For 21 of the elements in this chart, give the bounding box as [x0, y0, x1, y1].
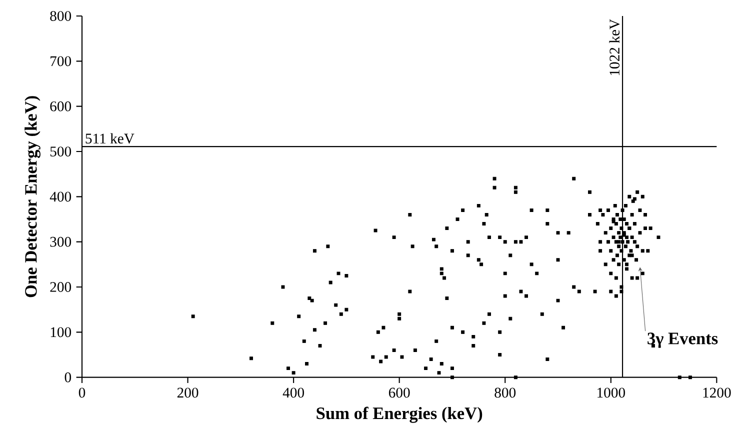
annotation: 3γ Events — [648, 332, 718, 348]
y-axis-title: One Detector Energy (keV) — [24, 96, 40, 298]
y-tick-label: 600 — [50, 101, 72, 112]
x-tick-label: 1000 — [598, 388, 625, 398]
y-tick-label: 200 — [50, 282, 72, 292]
x-tick-label: 0 — [78, 388, 86, 398]
y-tick-label: 300 — [50, 236, 72, 247]
y-tick-label: 400 — [50, 192, 72, 202]
y-tick-label: 500 — [50, 146, 72, 156]
x-tick-label: 800 — [494, 388, 516, 398]
ref-line-label: 511 keV — [86, 133, 134, 144]
y-tick-label: 800 — [50, 11, 72, 21]
y-tick-label: 0 — [64, 372, 72, 382]
ref-line-label: 1022 keV — [609, 19, 620, 76]
y-tick-label: 100 — [50, 327, 72, 338]
y-tick-label: 700 — [50, 56, 72, 66]
x-axis-title: Sum of Energies (keV) — [316, 406, 482, 423]
x-tick-label: 1200 — [703, 388, 731, 398]
x-tick-label: 400 — [282, 388, 304, 398]
x-tick-label: 600 — [388, 388, 410, 398]
x-tick-label: 200 — [177, 388, 198, 398]
